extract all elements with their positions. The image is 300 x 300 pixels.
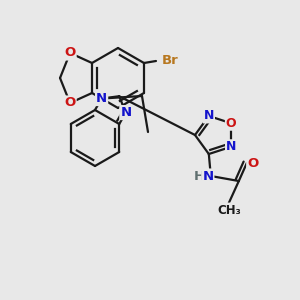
Text: O: O <box>247 157 258 169</box>
Text: N: N <box>96 92 107 105</box>
Text: O: O <box>64 97 76 110</box>
Text: O: O <box>226 117 236 130</box>
Text: N: N <box>120 106 131 119</box>
Text: N: N <box>202 169 213 182</box>
Text: N: N <box>226 140 236 153</box>
Text: CH₃: CH₃ <box>217 203 241 217</box>
Text: Br: Br <box>162 55 178 68</box>
Text: N: N <box>204 110 214 122</box>
Text: O: O <box>64 46 76 59</box>
Text: H: H <box>193 169 204 182</box>
